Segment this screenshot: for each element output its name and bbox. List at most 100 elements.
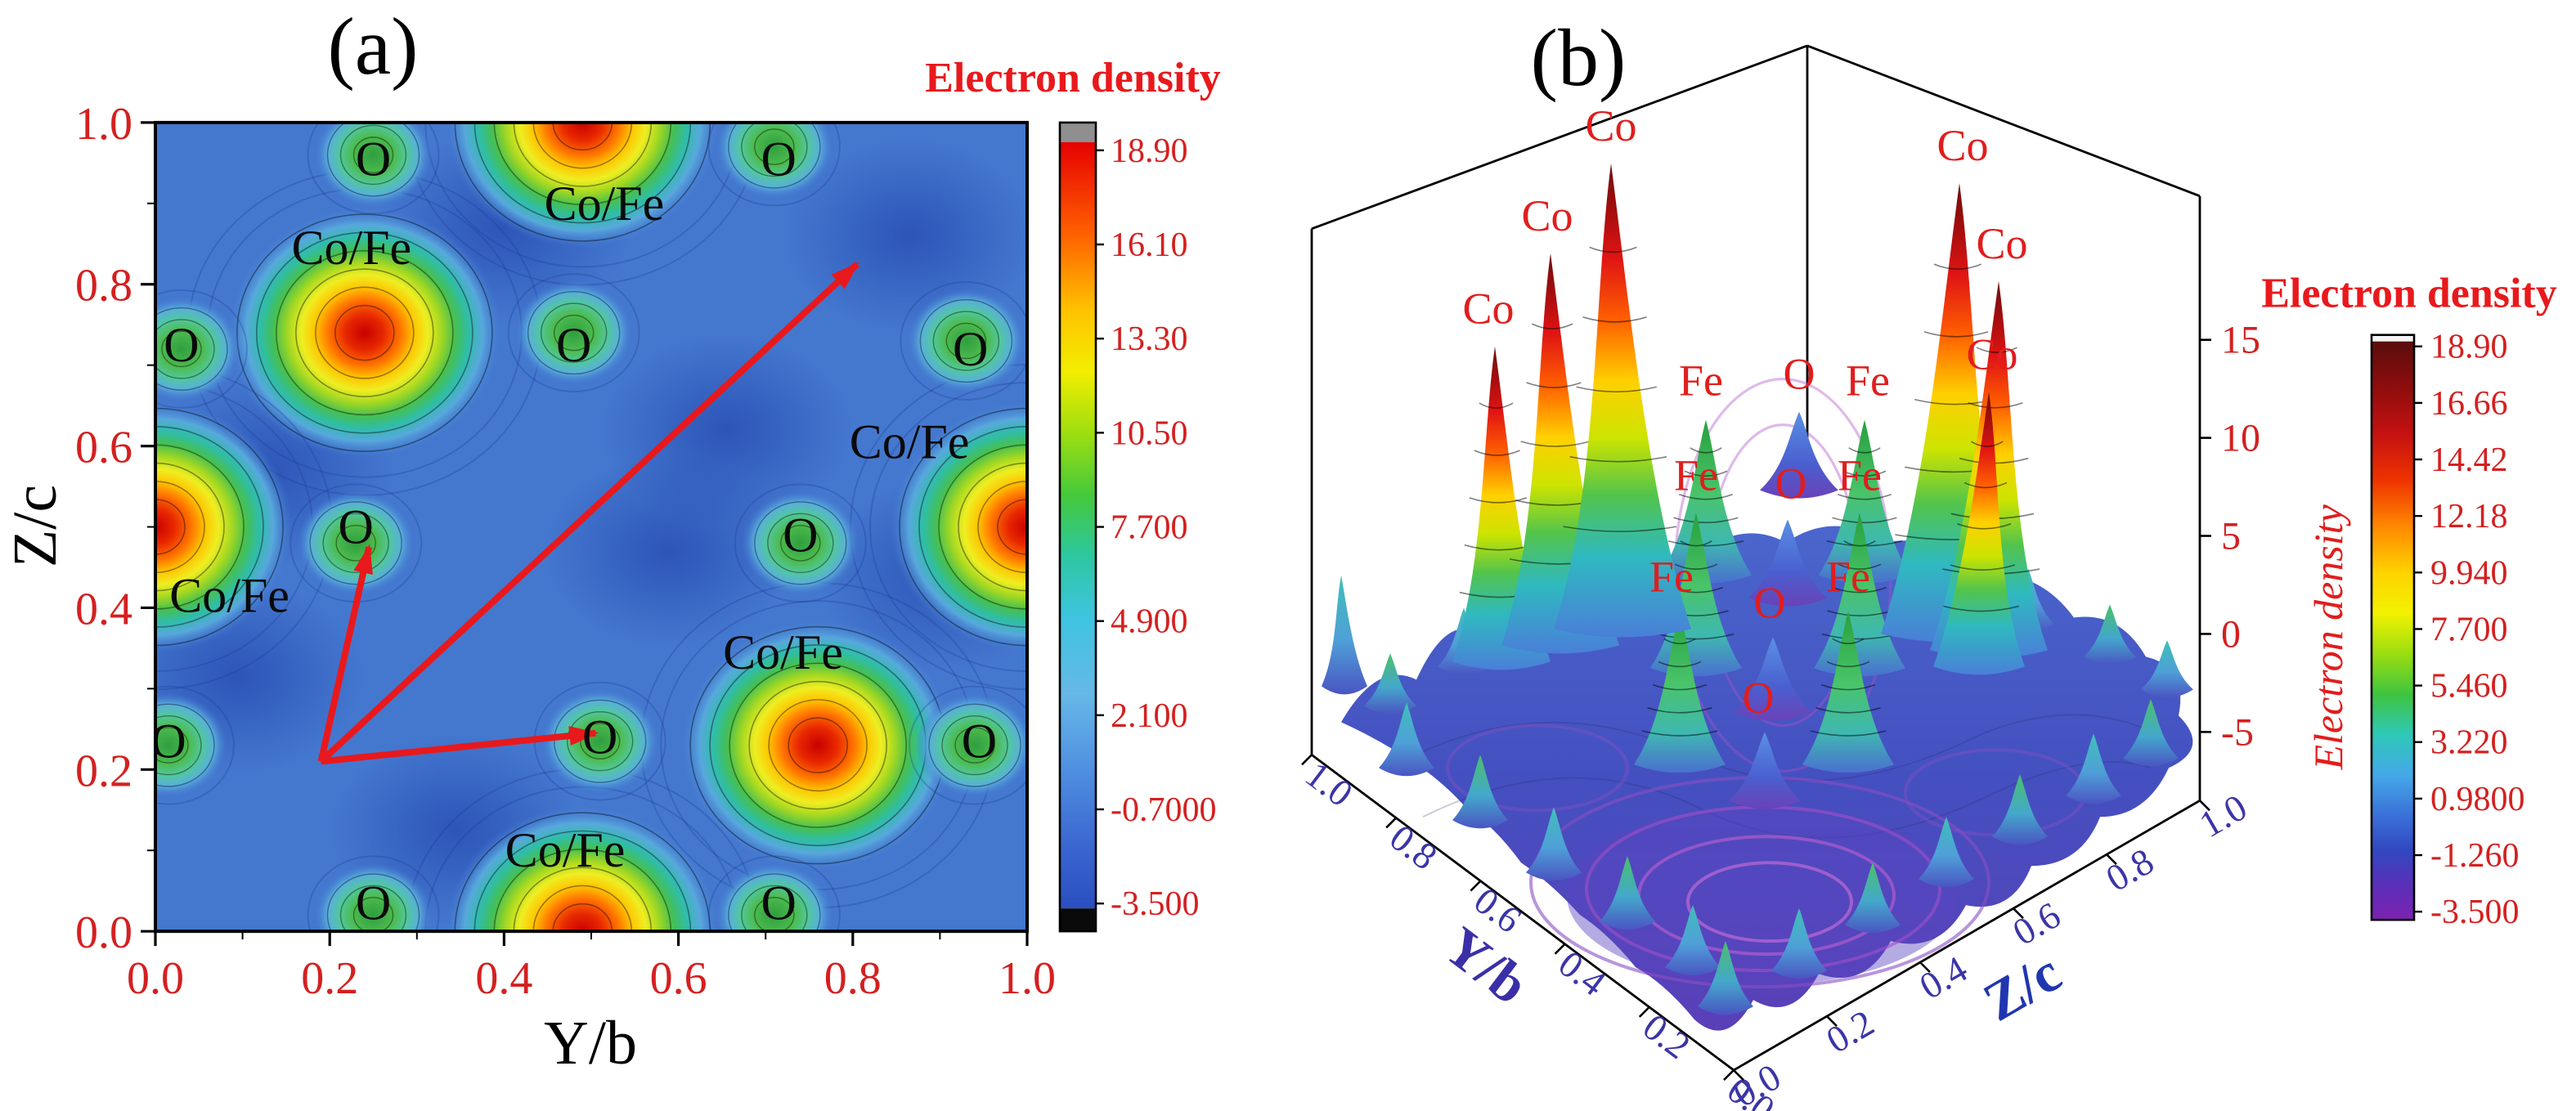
- peak-contour-line: [1923, 331, 1989, 338]
- colorbar-a-tick-label: 10.50: [1111, 414, 1187, 452]
- ripple-bump: [1600, 856, 1655, 930]
- colorbar-b-tick-label: 9.940: [2430, 554, 2507, 592]
- zc-tick-mark: [2106, 853, 2117, 866]
- peak-label-co: Co: [1976, 219, 2027, 268]
- yb-tick-mark: [1385, 817, 1398, 829]
- ripple-bump: [1526, 807, 1582, 881]
- peak-label-fe: Fe: [1649, 552, 1694, 601]
- peak-contour-line: [1663, 638, 1696, 645]
- atom-label-o: O: [962, 715, 997, 768]
- peak-contour-line: [1963, 482, 2008, 489]
- ripple-bump: [1698, 941, 1753, 1015]
- peak-contour-line: [1815, 707, 1881, 714]
- zc-tick-mark: [2013, 907, 2024, 920]
- peak-label-co: Co: [1462, 284, 1514, 334]
- atom-label-co-fe: Co/Fe: [850, 415, 970, 469]
- co-peak: [1554, 163, 1691, 638]
- ripple-bump: [2123, 699, 2179, 767]
- y-axis-title-a: Z/c: [1, 485, 70, 567]
- yb-tick-mark: [1554, 943, 1566, 955]
- colorbar-b-tick-label: 12.18: [2430, 498, 2507, 535]
- ripple-bump: [1665, 905, 1721, 976]
- peak-contour-line: [1658, 661, 1702, 668]
- axes-frame-edge: [1806, 44, 2201, 198]
- peak-label-co: Co: [1521, 191, 1573, 240]
- atom-label-o: O: [164, 318, 199, 372]
- colorbar-a-tick-label: 16.10: [1111, 226, 1187, 264]
- peak-contour-line: [1641, 730, 1718, 737]
- peak-contour-line: [1832, 517, 1897, 524]
- yb-tick-label: 1.0: [1298, 753, 1361, 814]
- peak-contour-line: [1674, 563, 1718, 570]
- peak-contour-line: [1479, 402, 1514, 409]
- peak-contour-line: [1667, 540, 1744, 547]
- density-surface-3d: [1322, 163, 2193, 1031]
- peak-label-fe: Fe: [1826, 552, 1870, 601]
- peak-contour-line: [1474, 450, 1520, 456]
- zc-axis-title: Z/c: [1973, 941, 2071, 1033]
- peak-contour-line: [1950, 564, 2016, 571]
- cofe-density-peak: [155, 364, 333, 691]
- peak-contour-line: [1843, 540, 1876, 547]
- ripple-bump: [1919, 817, 1974, 888]
- x-tick-label: 0.4: [475, 953, 532, 1004]
- yb-tick-mark: [1723, 1069, 1735, 1081]
- x-tick-label: 1.0: [999, 953, 1056, 1004]
- o-density-peak: [909, 685, 1027, 805]
- peak-contour-line: [1848, 447, 1881, 454]
- y-tick-label: 0.2: [75, 746, 132, 796]
- atom-label-co-fe: Co/Fe: [169, 569, 289, 623]
- atom-label-o: O: [356, 132, 391, 186]
- peak-contour-line: [1658, 633, 1735, 640]
- y-tick-label: 0.0: [75, 907, 132, 958]
- colorbar-a-tick-label: 7.700: [1111, 509, 1187, 547]
- peak-contour-line: [1821, 683, 1875, 691]
- ripple-bump: [1364, 653, 1416, 715]
- o-peak: [1760, 411, 1838, 499]
- peak-contour-line: [1589, 246, 1637, 253]
- y-tick-label: 0.6: [75, 423, 132, 473]
- atom-label-o: O: [783, 508, 818, 562]
- peak-contour-line: [1943, 605, 2019, 612]
- o-density-peak: [307, 855, 440, 932]
- valley-contour-ring: [1686, 861, 1853, 943]
- peak-contour-line: [1838, 494, 1892, 500]
- peak-contour-line: [1690, 447, 1722, 454]
- peak-label-o: O: [1784, 350, 1815, 399]
- peak-contour-line: [1569, 455, 1667, 463]
- peak-contour-line: [1968, 402, 2023, 409]
- atom-label-o: O: [556, 318, 591, 372]
- peak-label-co: Co: [1966, 330, 2017, 379]
- colorbar-b-gradient: [2372, 341, 2414, 921]
- crystal-axis-arrow: [321, 726, 599, 765]
- colorbar-a-tick-label: 4.900: [1111, 603, 1187, 641]
- peak-label-o: O: [1754, 578, 1786, 627]
- z-tick-label: -5: [2221, 710, 2254, 754]
- y-tick-label: 0.4: [75, 584, 132, 634]
- atom-label-co-fe: Co/Fe: [723, 625, 843, 679]
- ripple-bump: [1771, 908, 1827, 979]
- peak-contour-line: [1826, 661, 1870, 668]
- atom-label-o: O: [761, 876, 797, 930]
- colorbar-b-tick-label: 18.90: [2430, 329, 2507, 366]
- peak-label-o: O: [1743, 673, 1775, 722]
- zc-tick-mark: [2199, 800, 2210, 812]
- z-tick-label: 0: [2221, 612, 2241, 656]
- zc-tick-label: 1.0: [2192, 786, 2254, 845]
- colorbar-b-tick-label: 0.9800: [2430, 781, 2524, 818]
- peak-contour-line: [1520, 441, 1591, 447]
- yb-tick-mark: [1638, 1006, 1650, 1018]
- crystal-axis-arrow: [318, 262, 860, 764]
- x-tick-label: 0.8: [824, 953, 882, 1004]
- atom-label-o: O: [953, 322, 988, 376]
- colorbar-a-underflow-cap: [1060, 908, 1096, 932]
- panel-a-contour: O Co/Fe O Co/Fe O O O Co/Fe O O Co/Fe Co/Fe O O O Co/Fe…: [1, 1, 1221, 1077]
- yb-tick-mark: [1301, 754, 1313, 766]
- atom-label-co-fe: Co/Fe: [505, 823, 626, 877]
- colorbar-b-tick-label: -3.500: [2430, 894, 2519, 931]
- fe-peak: [1819, 419, 1910, 584]
- atom-label-o: O: [582, 710, 617, 764]
- x-tick-label: 0.2: [301, 953, 358, 1004]
- peak-contour-line: [1653, 683, 1707, 691]
- colorbar-a-tick-label: -3.500: [1111, 885, 1199, 923]
